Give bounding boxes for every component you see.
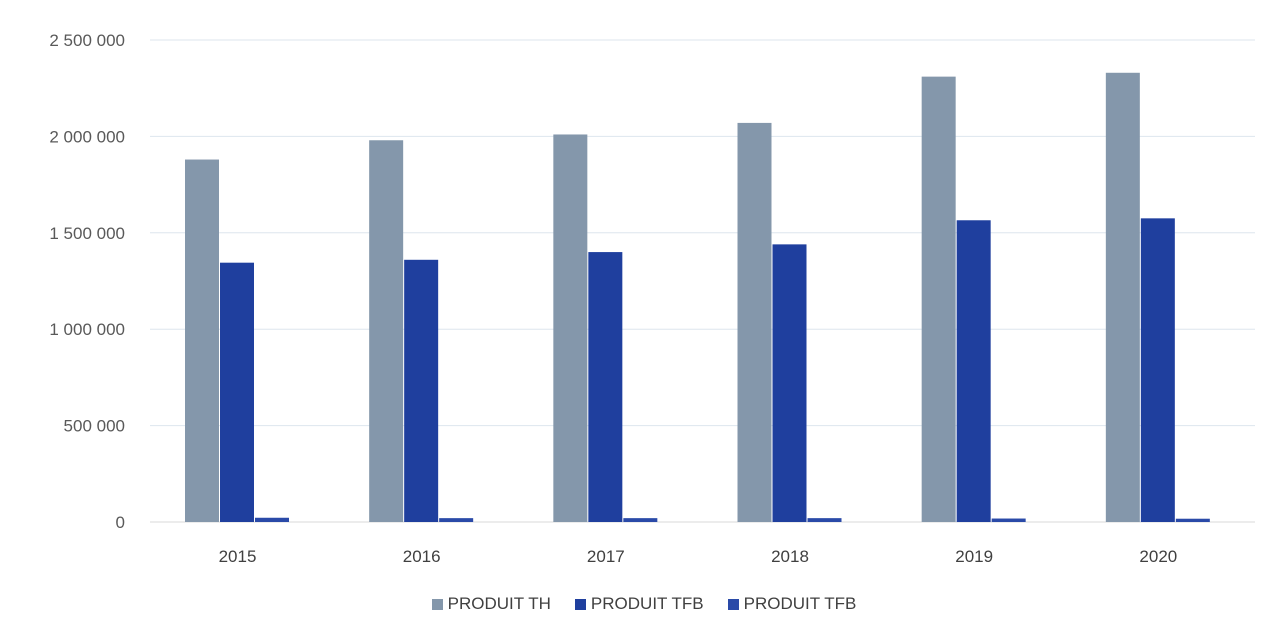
bar-series-2 (404, 259, 439, 522)
legend-label: PRODUIT TH (447, 594, 551, 613)
legend-item: PRODUIT TH (431, 594, 551, 614)
bar-series-3 (255, 517, 289, 522)
legend-swatch (727, 598, 739, 610)
legend-label: PRODUIT TFB (743, 594, 857, 613)
y-tick-label: 1 000 000 (49, 320, 125, 339)
chart-svg: 0 500 000 1 000 000 1 500 000 2 000 000 2 500… (49, 31, 1255, 566)
legend-item: PRODUIT TFB (574, 594, 704, 614)
bar-series-2 (956, 220, 991, 522)
bar-series-2 (772, 244, 807, 523)
bar-series-3 (991, 518, 1026, 522)
bar-series-3 (439, 518, 474, 522)
bar-series-2 (588, 252, 623, 522)
y-tick-label: 500 000 (64, 417, 125, 436)
y-tick-label: 1 500 000 (49, 224, 125, 243)
bar-series-1 (369, 140, 404, 523)
legend-item: PRODUIT TFB (727, 594, 857, 614)
y-tick-label: 2 500 000 (49, 31, 125, 50)
bar-series-1 (185, 159, 219, 522)
bar-series-1 (553, 134, 588, 523)
legend-swatch (431, 598, 443, 610)
y-tick-label: 0 (116, 513, 125, 532)
bar-series-3 (1175, 518, 1210, 522)
legend: PRODUIT TH PRODUIT TFB PRODUIT TFB (0, 594, 1288, 615)
x-tick-label: 2017 (587, 547, 625, 566)
bar-series-1 (1105, 72, 1140, 522)
x-tick-label: 2019 (955, 547, 993, 566)
y-tick-label: 2 000 000 (49, 127, 125, 146)
bar-series-1 (921, 76, 956, 522)
x-tick-label: 2020 (1139, 547, 1177, 566)
x-tick-label: 2015 (219, 547, 257, 566)
bar-series-3 (807, 518, 842, 522)
legend-swatch (574, 598, 586, 610)
legend-label: PRODUIT TFB (590, 594, 704, 613)
x-tick-label: 2018 (771, 547, 809, 566)
x-tick-label: 2016 (403, 547, 441, 566)
bar-series-2 (1140, 218, 1175, 522)
bar-series-3 (623, 518, 658, 522)
bar-series-1 (737, 122, 772, 523)
bar-series-2 (220, 262, 254, 522)
